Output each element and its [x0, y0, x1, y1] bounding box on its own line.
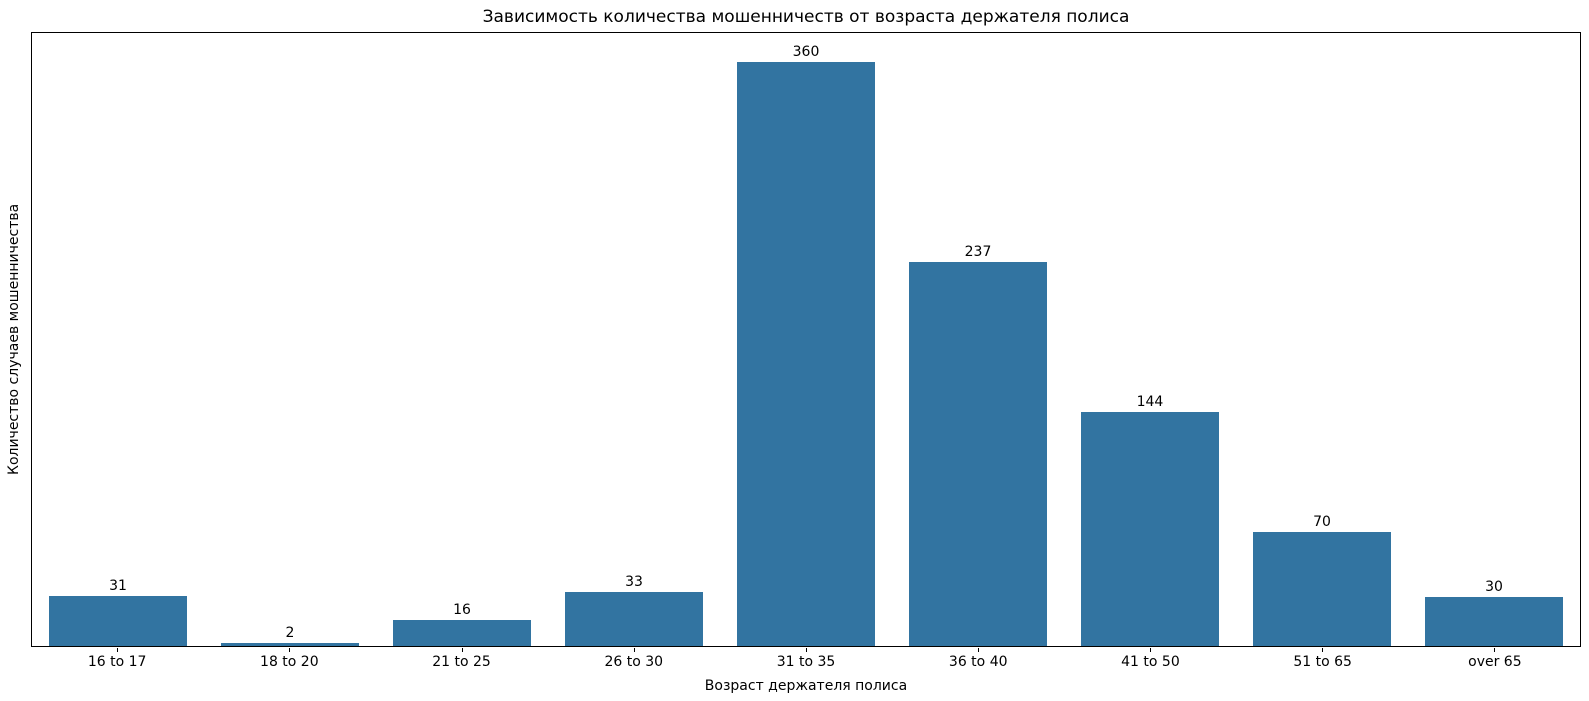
x-tick-label: 51 to 65 [1293, 654, 1352, 670]
x-tick-mark [1149, 648, 1151, 652]
x-tick-label: 36 to 40 [948, 654, 1008, 670]
bar [909, 261, 1047, 646]
bar [1081, 412, 1219, 646]
bar-value-label: 360 [792, 44, 820, 61]
x-tick-label: 18 to 20 [260, 654, 319, 670]
x-tick-mark [805, 648, 807, 652]
x-tick-label: over 65 [1468, 654, 1522, 670]
x-tick-mark [461, 648, 463, 652]
x-tick-mark [117, 648, 119, 652]
x-axis-label: Возраст держателя полиса [704, 678, 908, 694]
x-tick-mark [1493, 648, 1495, 652]
bar-value-label: 2 [285, 624, 295, 641]
bar-value-label: 16 [453, 602, 471, 619]
x-tick-mark [633, 648, 635, 652]
y-axis-label: Количество случаев мошенничества [6, 203, 22, 476]
x-tick-label-row: 16 to 17 18 to 20 21 to 25 26 to 30 31 to 35… [31, 654, 1581, 671]
bar [737, 62, 875, 646]
x-tick-mark [977, 648, 979, 652]
bar [221, 642, 359, 646]
x-tick-label: 41 to 50 [1121, 654, 1180, 670]
bar-value-label: 70 [1313, 514, 1331, 531]
x-tick-label: 16 to 17 [87, 654, 147, 670]
x-tick-label: 26 to 30 [604, 654, 664, 670]
bar [1253, 532, 1391, 646]
bar [565, 592, 703, 646]
bar-value-label: 30 [1485, 579, 1503, 596]
x-tick-mark [1321, 648, 1323, 652]
x-tick-label: 21 to 25 [432, 654, 491, 670]
x-tick-mark [289, 648, 291, 652]
bar-value-label: 33 [625, 574, 643, 591]
bar [1425, 597, 1563, 646]
bar-value-label: 237 [964, 243, 992, 260]
plot-area: 31 2 16 33 360 237 144 70 30 [31, 32, 1581, 652]
bar [393, 620, 531, 646]
bar-value-label: 144 [1136, 394, 1164, 411]
bar-value-label: 31 [109, 577, 127, 594]
x-tick-label: 31 to 35 [776, 654, 836, 670]
bar [49, 595, 187, 646]
chart-title: Зависимость количества мошенничеств от в… [482, 7, 1130, 27]
